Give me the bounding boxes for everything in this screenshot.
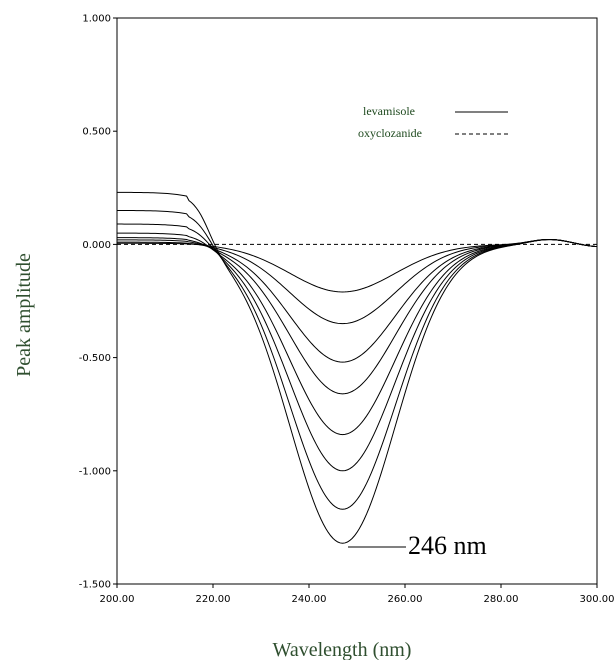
x-axis-title: Wavelength (nm) <box>273 639 412 660</box>
legend: levamisole oxyclozanide <box>358 104 508 140</box>
y-tick-label: -1.500 <box>79 580 111 591</box>
axes: 1.000 0.500 0.000 -0.500 -1.000 -1.500 200.00 2… <box>79 14 615 606</box>
x-tick-label: 200.00 <box>100 594 135 605</box>
x-tick-label: 260.00 <box>388 594 423 605</box>
plot-frame <box>116 17 598 585</box>
x-tick-label: 240.00 <box>292 594 327 605</box>
y-tick-label: -1.000 <box>79 466 111 477</box>
x-tick-label: 280.00 <box>484 594 519 605</box>
legend-label-levamisole: levamisole <box>363 104 415 118</box>
y-tick-label: 0.000 <box>82 240 111 251</box>
y-tick-label: 1.000 <box>82 14 111 25</box>
y-tick-label: -0.500 <box>79 353 111 364</box>
y-axis-title: Peak amplitude <box>13 253 35 377</box>
peak-annotation: 246 nm <box>348 531 487 560</box>
legend-label-oxyclozanide: oxyclozanide <box>358 126 422 140</box>
x-tick-label: 300.00 <box>580 594 615 605</box>
series-group <box>116 191 598 544</box>
x-tick-label: 220.00 <box>196 594 231 605</box>
y-tick-label: 0.500 <box>82 127 111 138</box>
annotation-label: 246 nm <box>408 531 487 560</box>
